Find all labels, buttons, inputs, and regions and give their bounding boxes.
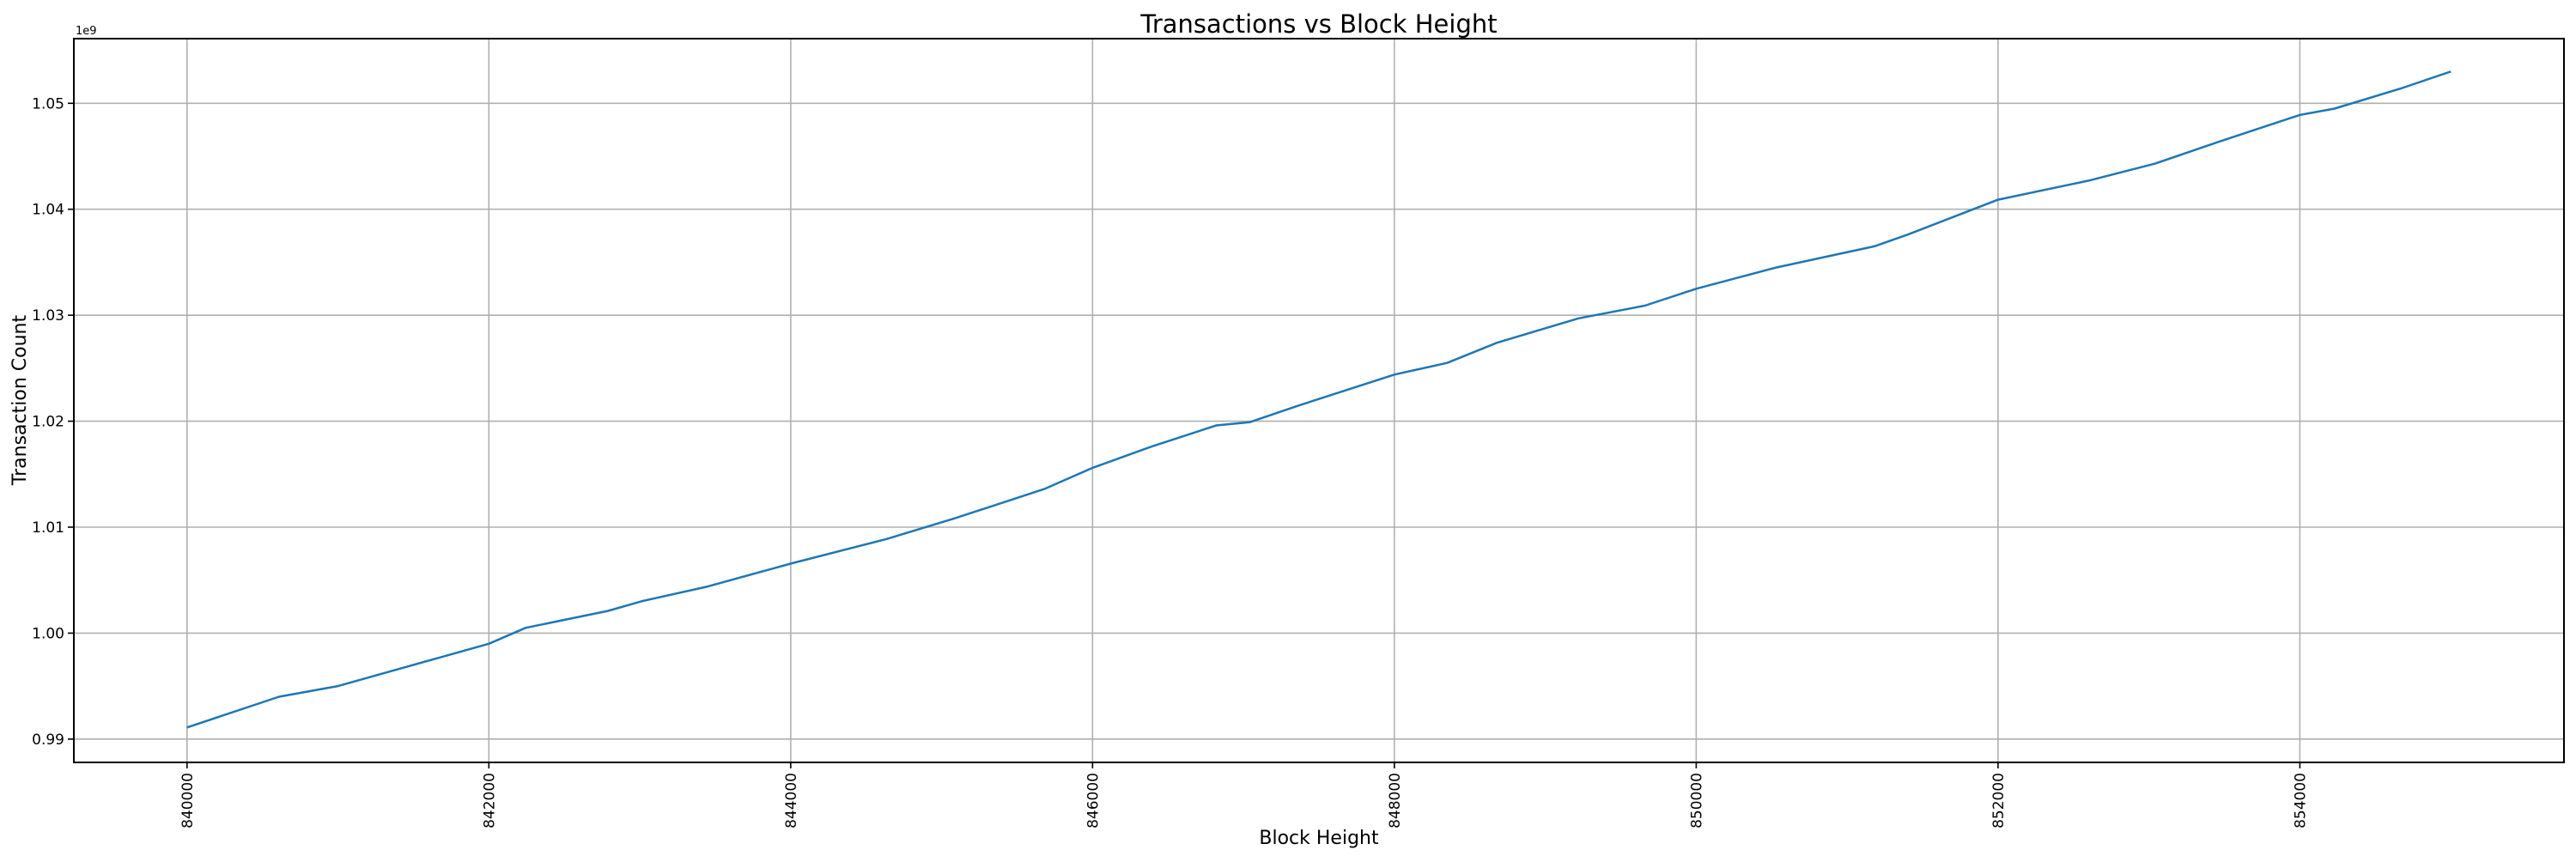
y-tick-label: 1.02 <box>32 414 64 431</box>
x-tick-label: 844000 <box>783 773 800 829</box>
y-offset-label: 1e9 <box>76 25 97 38</box>
y-tick-label: 1.01 <box>32 519 64 537</box>
y-tick-label: 1.04 <box>32 202 64 219</box>
x-axis-label: Block Height <box>1259 828 1379 849</box>
grid <box>74 39 2564 762</box>
y-tick-label: 1.00 <box>32 625 64 642</box>
x-tick-label: 842000 <box>481 773 498 829</box>
x-tick-label: 854000 <box>2292 773 2309 829</box>
series-line <box>186 70 2451 729</box>
x-tick-label: 848000 <box>1387 773 1404 829</box>
x-tick-label: 852000 <box>1990 773 2008 829</box>
y-axis-ticks: 0.99 1.00 1.01 1.02 1.03 1.04 1.05 <box>32 95 74 749</box>
y-tick-label: 1.03 <box>32 307 64 325</box>
plot-frame <box>73 38 2565 763</box>
x-tick-label: 840000 <box>179 773 197 829</box>
y-tick-label: 0.99 <box>32 731 64 749</box>
chart-title: Transactions vs Block Height <box>1139 9 1497 39</box>
y-tick-label: 1.05 <box>32 95 64 112</box>
x-tick-label: 846000 <box>1084 773 1102 829</box>
x-axis-ticks: 840000 842000 844000 846000 848000 850000 8520… <box>179 762 2309 829</box>
y-axis-label: Transaction Count <box>9 315 31 487</box>
series-group <box>186 70 2451 729</box>
x-tick-label: 850000 <box>1688 773 1705 829</box>
